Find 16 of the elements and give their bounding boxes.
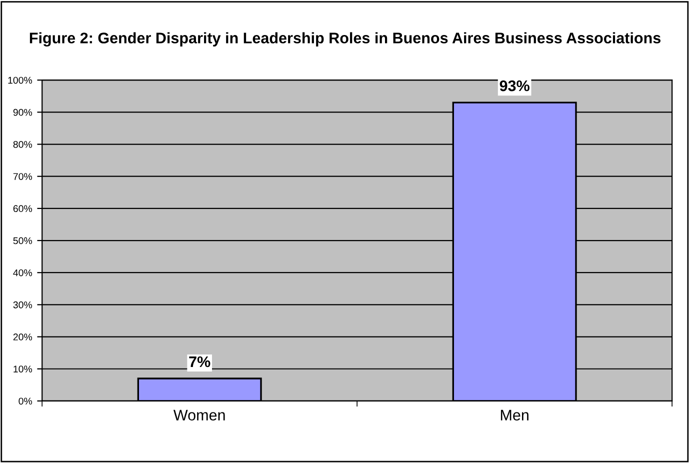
x-tick-label: Women bbox=[173, 410, 225, 421]
y-tick-label: 80% bbox=[13, 141, 32, 148]
data-label: 93% bbox=[500, 80, 530, 92]
y-tick-label: 50% bbox=[13, 237, 32, 244]
y-tick-label: 90% bbox=[13, 108, 32, 116]
y-tick-label: 10% bbox=[14, 366, 32, 372]
y-tick-label: 0% bbox=[18, 398, 32, 405]
y-tick-label: 40% bbox=[13, 269, 32, 276]
y-tick-label: 70% bbox=[13, 173, 32, 180]
data-label: 7% bbox=[189, 356, 210, 368]
y-tick-label: 20% bbox=[13, 334, 32, 340]
y-tick-label: 100% bbox=[8, 76, 32, 84]
y-tick-label: 60% bbox=[13, 205, 32, 212]
chart-title: Figure 2: Gender Disparity in Leadership Roles in Buenos Aires Business Associations bbox=[30, 32, 660, 47]
x-tick-label: Men bbox=[500, 410, 528, 421]
y-tick-label: 30% bbox=[13, 301, 32, 308]
